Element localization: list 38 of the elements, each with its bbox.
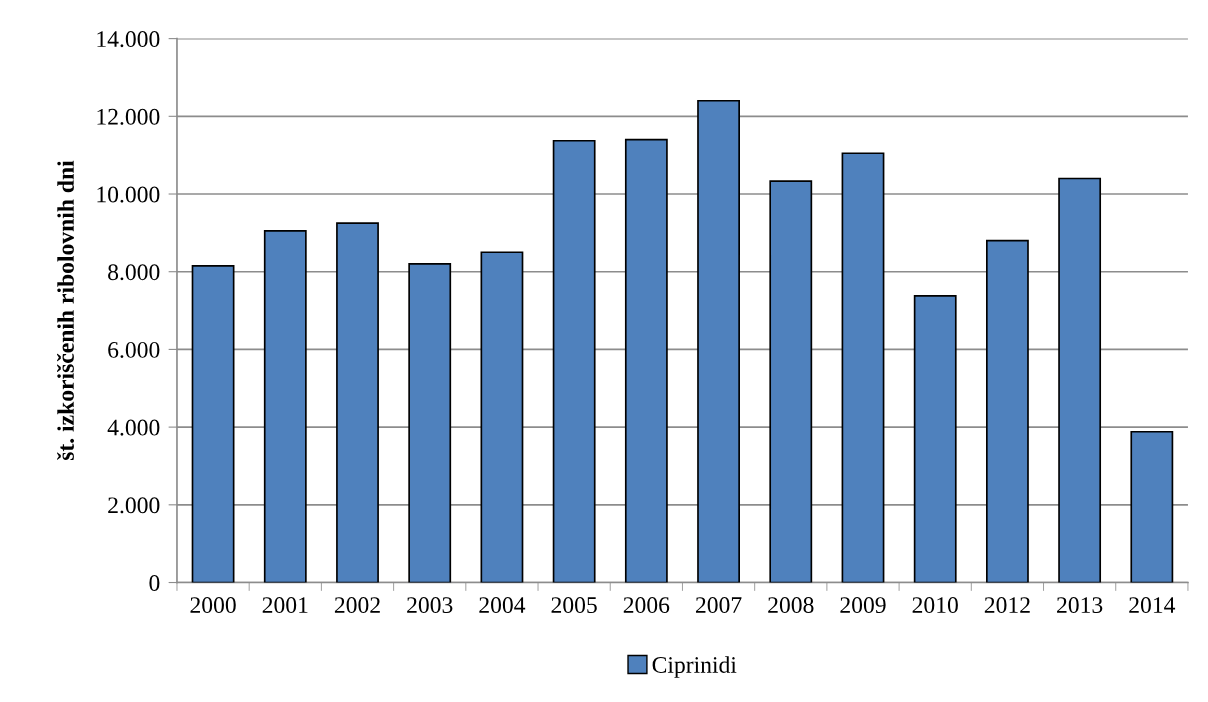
- x-tick-label: 2006: [623, 597, 670, 614]
- bar: [191, 265, 235, 583]
- y-tick-label: 0: [149, 575, 160, 591]
- bar: [552, 139, 596, 583]
- bar: [408, 263, 452, 583]
- bar: [986, 239, 1029, 583]
- x-tick-label: 2013: [1057, 597, 1103, 614]
- y-tick-label: 12.000: [97, 108, 160, 125]
- y-tick-label: 8.000: [108, 264, 160, 281]
- y-tick-label: 4.000: [107, 419, 160, 436]
- bar: [624, 138, 668, 583]
- y-tick-label: 14.000: [97, 31, 160, 48]
- bar: [769, 180, 813, 583]
- x-tick-label: 2005: [551, 597, 597, 614]
- bar: [913, 294, 957, 583]
- x-tick-label: 2014: [1129, 597, 1176, 614]
- x-tick-label: 2012: [984, 597, 1030, 614]
- bar: [697, 99, 740, 583]
- x-tick-label: 2004: [479, 597, 526, 614]
- bar: [263, 230, 307, 583]
- bar: [1130, 430, 1174, 583]
- x-tick-label: 2002: [334, 597, 380, 614]
- y-tick-label: 6.000: [108, 341, 160, 358]
- bar: [336, 222, 379, 583]
- bar: [841, 152, 885, 583]
- y-axis-title: št. izkoriščenih ribolovnih dni: [57, 160, 75, 461]
- x-tick-label: 2009: [840, 597, 886, 614]
- x-tick-label: 2001: [262, 597, 308, 614]
- x-tick-label: 2008: [768, 597, 814, 614]
- x-tick-label: 2003: [407, 597, 453, 614]
- bar: [480, 251, 524, 583]
- x-tick-label: 2010: [912, 597, 958, 614]
- x-tick-label: 2007: [695, 597, 742, 614]
- legend-label: Ciprinidi: [652, 656, 737, 678]
- bar: [1058, 177, 1102, 583]
- y-tick-label: 10.000: [97, 186, 160, 203]
- y-tick-label: 2.000: [108, 497, 160, 514]
- x-tick-label: 2000: [190, 597, 236, 614]
